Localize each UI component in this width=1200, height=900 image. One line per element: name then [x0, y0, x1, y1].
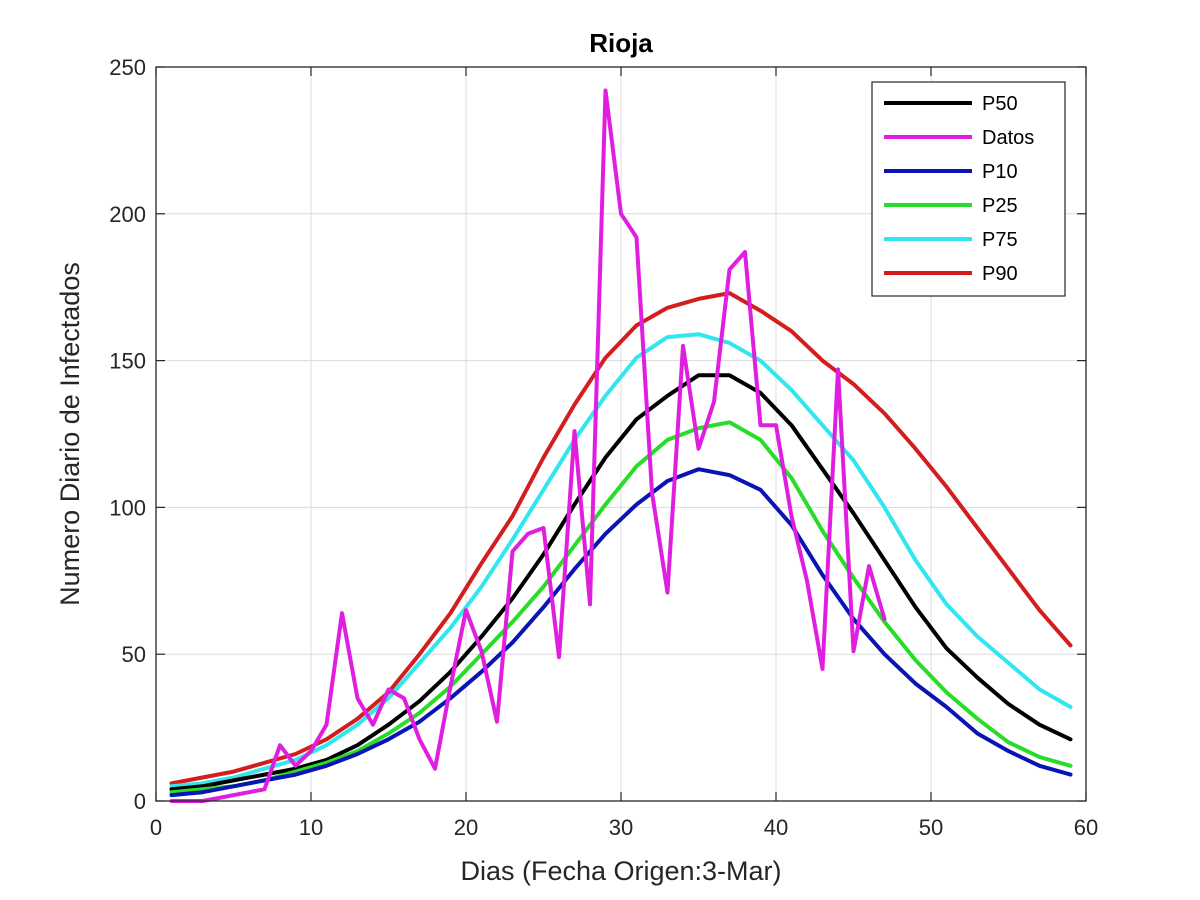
x-tick-label-30: 30	[609, 815, 633, 840]
legend-label-p25: P25	[982, 195, 1018, 217]
series-layer	[169, 88, 1073, 803]
legend: P50 Datos P10 P25 P75 P90	[871, 81, 1066, 297]
y-tick-label-0: 0	[134, 789, 146, 814]
series-line-p90	[169, 291, 1073, 786]
legend-label-p10: P10	[982, 161, 1018, 183]
legend-label-p75: P75	[982, 229, 1018, 251]
x-tick-label-0: 0	[150, 815, 162, 840]
y-tick-label-50: 50	[122, 642, 146, 667]
legend-box	[871, 81, 1066, 297]
series-line-p25	[169, 420, 1073, 795]
legend-label-datos: Datos	[982, 127, 1034, 149]
legend-label-p50: P50	[982, 93, 1018, 115]
y-tick-label-150: 150	[109, 349, 146, 374]
legend-label-p90: P90	[982, 263, 1018, 285]
x-tick-label-10: 10	[299, 815, 323, 840]
y-axis-label: Numero Diario de Infectados	[55, 262, 85, 606]
chart-title: Rioja	[589, 28, 653, 58]
y-tick-label-100: 100	[109, 495, 146, 520]
x-tick-label-20: 20	[454, 815, 478, 840]
series-line-p50	[169, 373, 1073, 792]
series-line-p10	[169, 467, 1073, 798]
y-tick-label-250: 250	[109, 55, 146, 80]
x-tick-label-50: 50	[919, 815, 943, 840]
x-axis-label: Dias (Fecha Origen:3-Mar)	[460, 856, 781, 886]
x-tick-label-60: 60	[1074, 815, 1098, 840]
series-line-datos	[169, 88, 887, 803]
ticks: 0 10 20 30 40 50 60 0 50 100 150 200 250	[109, 55, 1098, 840]
series-line-p75	[169, 332, 1073, 789]
y-tick-label-200: 200	[109, 202, 146, 227]
x-tick-label-40: 40	[764, 815, 788, 840]
